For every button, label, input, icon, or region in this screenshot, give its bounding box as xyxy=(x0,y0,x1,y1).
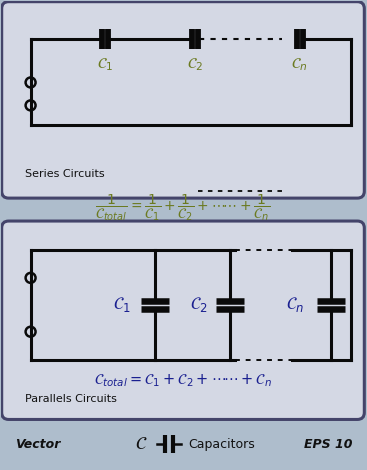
Text: $\dfrac{1}{\mathcal{C}_{total}} = \dfrac{1}{\mathcal{C}_1} + \dfrac{1}{\mathcal{: $\dfrac{1}{\mathcal{C}_{total}} = \dfrac… xyxy=(95,193,270,223)
Text: Vector: Vector xyxy=(15,438,60,451)
Text: $\mathit{\mathcal{C}}_2$: $\mathit{\mathcal{C}}_2$ xyxy=(187,56,203,73)
Text: $\mathit{\mathcal{C}}_1$: $\mathit{\mathcal{C}}_1$ xyxy=(113,295,131,314)
FancyBboxPatch shape xyxy=(2,2,364,198)
Text: Series Circuits: Series Circuits xyxy=(25,169,104,179)
Text: $\mathcal{C}$: $\mathcal{C}$ xyxy=(135,435,148,454)
Text: $\mathit{\mathcal{C}}_n$: $\mathit{\mathcal{C}}_n$ xyxy=(287,295,305,314)
Text: Capacitors: Capacitors xyxy=(188,438,255,451)
Text: $\mathcal{C}_{total} = \mathcal{C}_1 + \mathcal{C}_2 + \cdots\!\cdots + \mathcal: $\mathcal{C}_{total} = \mathcal{C}_1 + \… xyxy=(94,372,272,389)
Text: $\mathit{\mathcal{C}}_2$: $\mathit{\mathcal{C}}_2$ xyxy=(190,295,208,314)
Text: $\mathit{\mathcal{C}}_n$: $\mathit{\mathcal{C}}_n$ xyxy=(291,56,308,73)
Text: EPS 10: EPS 10 xyxy=(304,438,352,451)
FancyBboxPatch shape xyxy=(2,221,364,419)
Text: $\mathit{\mathcal{C}}_1$: $\mathit{\mathcal{C}}_1$ xyxy=(97,56,113,73)
Text: Parallels Circuits: Parallels Circuits xyxy=(25,394,116,405)
